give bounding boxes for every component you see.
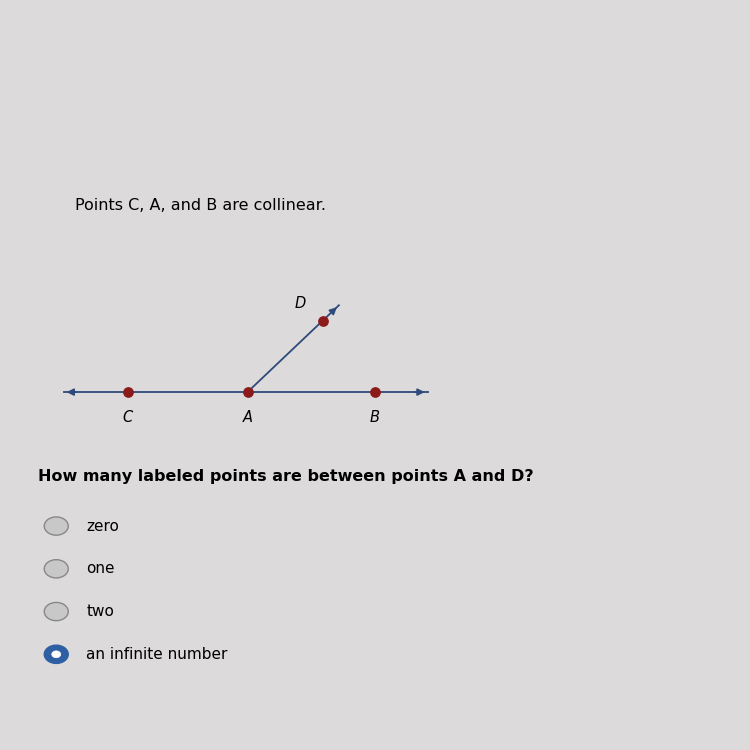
Text: two: two: [86, 604, 114, 619]
Text: zero: zero: [86, 518, 119, 533]
Circle shape: [52, 651, 61, 658]
Circle shape: [44, 602, 68, 621]
Text: B: B: [370, 410, 380, 425]
Text: one: one: [86, 561, 115, 576]
Circle shape: [44, 560, 68, 578]
Text: Points C, A, and B are collinear.: Points C, A, and B are collinear.: [75, 198, 326, 213]
Point: [242, 386, 254, 398]
Circle shape: [44, 645, 68, 664]
Point: [316, 315, 328, 327]
Text: How many labeled points are between points A and D?: How many labeled points are between poin…: [38, 469, 533, 484]
Text: an infinite number: an infinite number: [86, 646, 228, 662]
Point: [122, 386, 134, 398]
Text: C: C: [122, 410, 133, 425]
Text: A: A: [242, 410, 253, 425]
Point: [369, 386, 381, 398]
Text: D: D: [295, 296, 306, 310]
Circle shape: [44, 517, 68, 536]
